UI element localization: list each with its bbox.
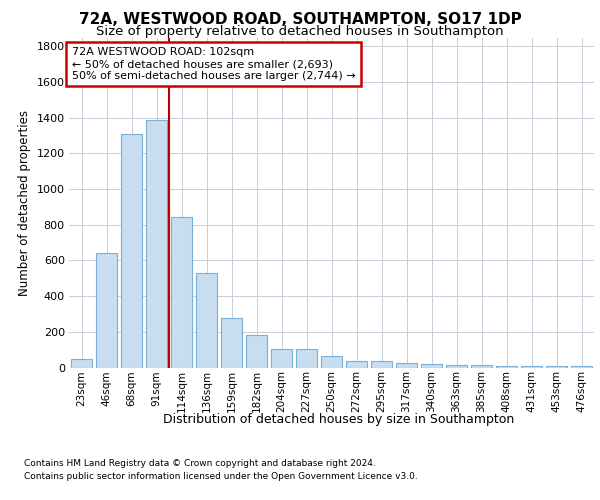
Text: Distribution of detached houses by size in Southampton: Distribution of detached houses by size … — [163, 412, 515, 426]
Y-axis label: Number of detached properties: Number of detached properties — [18, 110, 31, 296]
Text: 72A, WESTWOOD ROAD, SOUTHAMPTON, SO17 1DP: 72A, WESTWOOD ROAD, SOUTHAMPTON, SO17 1D… — [79, 12, 521, 28]
Bar — [321, 356, 342, 368]
Bar — [221, 318, 242, 368]
Bar — [71, 358, 92, 368]
Bar — [571, 366, 592, 368]
Text: 72A WESTWOOD ROAD: 102sqm
← 50% of detached houses are smaller (2,693)
50% of se: 72A WESTWOOD ROAD: 102sqm ← 50% of detac… — [71, 48, 355, 80]
Bar — [446, 365, 467, 368]
Bar — [246, 334, 267, 368]
Bar — [196, 273, 217, 368]
Bar — [346, 360, 367, 368]
Bar — [371, 362, 392, 368]
Bar — [396, 362, 417, 368]
Text: Size of property relative to detached houses in Southampton: Size of property relative to detached ho… — [96, 25, 504, 38]
Bar — [96, 254, 117, 368]
Bar — [471, 365, 492, 368]
Bar — [171, 217, 192, 368]
Bar — [271, 349, 292, 368]
Bar — [421, 364, 442, 368]
Text: Contains public sector information licensed under the Open Government Licence v3: Contains public sector information licen… — [24, 472, 418, 481]
Bar — [296, 349, 317, 368]
Bar — [121, 134, 142, 368]
Bar — [521, 366, 542, 368]
Bar — [146, 120, 167, 368]
Bar — [546, 366, 567, 368]
Text: Contains HM Land Registry data © Crown copyright and database right 2024.: Contains HM Land Registry data © Crown c… — [24, 458, 376, 468]
Bar — [496, 366, 517, 368]
